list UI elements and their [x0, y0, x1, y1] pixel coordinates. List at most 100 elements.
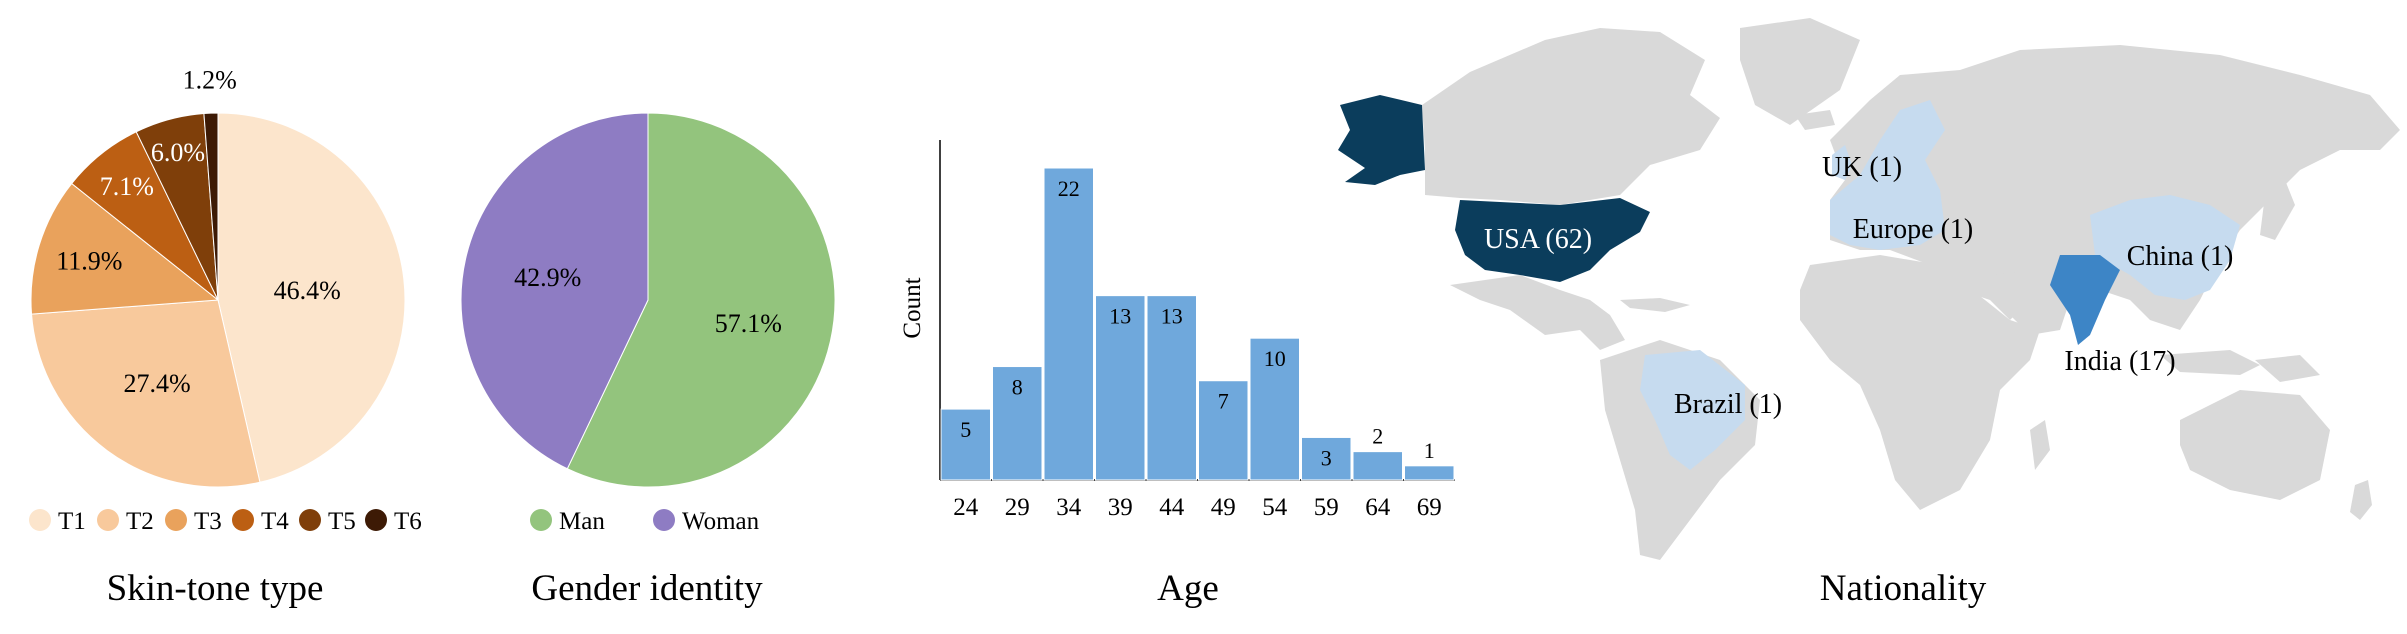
bar-49	[1198, 380, 1249, 481]
pie-label-t3: 11.9%	[56, 246, 122, 275]
new-zealand-region	[2350, 480, 2372, 520]
arabia-region	[1990, 270, 2070, 335]
brazil-label: Brazil (1)	[1674, 389, 1782, 420]
bar-54	[1249, 337, 1300, 481]
bar-29	[992, 366, 1043, 481]
x-tick-59: 59	[1314, 494, 1339, 521]
china-region	[2090, 195, 2240, 300]
europe-region	[1830, 100, 1945, 250]
legend-label-t6: T6	[394, 508, 422, 535]
legend-swatch-t6	[365, 509, 387, 531]
bar-69	[1404, 465, 1455, 481]
eurasia-region	[1830, 45, 2400, 330]
africa-region	[1800, 255, 2040, 510]
bar-64	[1352, 451, 1403, 481]
greenland-region	[1740, 18, 1860, 125]
bar-label-59: 3	[1321, 445, 1332, 470]
x-tick-64: 64	[1365, 494, 1391, 521]
indonesia-region	[2160, 350, 2260, 375]
x-tick-34: 34	[1056, 494, 1082, 521]
legend-swatch-t2	[97, 509, 119, 531]
skin-tone-pie-chart: 46.4% 27.4% 11.9% 7.1% 6.0% 1.2%	[30, 65, 406, 488]
nationality-title: Nationality	[1820, 568, 1987, 609]
x-tick-49: 49	[1211, 494, 1236, 521]
usa-label: USA (62)	[1484, 224, 1592, 255]
legend-label-t2: T2	[126, 508, 154, 535]
x-tick-54: 54	[1262, 494, 1288, 521]
papua-region	[2255, 355, 2320, 382]
caribbean-region	[1620, 298, 1690, 312]
pie-slice-t6	[203, 112, 219, 301]
bar-label-29: 8	[1012, 375, 1023, 400]
bar-label-24: 5	[960, 417, 971, 442]
pie-slice-woman	[460, 112, 649, 470]
gender-title: Gender identity	[531, 568, 763, 609]
nationality-map: USA (62) India (17) UK (1) Europe (1) Ch…	[1338, 18, 2400, 560]
brazil-region	[1640, 350, 1745, 470]
skin-tone-legend: T1 T2 T3 T4 T5 T6	[29, 508, 422, 535]
legend-swatch-t1	[29, 509, 51, 531]
canada-region	[1422, 28, 1720, 205]
x-tick-29: 29	[1005, 494, 1030, 521]
bar-label-49: 7	[1218, 389, 1229, 414]
usa-region	[1455, 198, 1650, 282]
uk-region	[1832, 145, 1852, 180]
world-landmass	[1422, 18, 2400, 560]
legend-label-woman: Woman	[682, 508, 760, 535]
pie-label-woman: 42.9%	[514, 263, 581, 292]
pie-label-t6: 1.2%	[183, 65, 237, 94]
gender-legend: Man Woman	[530, 508, 760, 535]
mexico-region	[1450, 275, 1625, 350]
usa-alaska-region	[1338, 95, 1425, 185]
bar-34	[1043, 167, 1094, 481]
legend-label-man: Man	[559, 508, 605, 535]
japan-region	[2260, 180, 2295, 240]
pie-slice-t3	[30, 182, 220, 315]
iceland-region	[1795, 110, 1835, 130]
legend-swatch-t4	[232, 509, 254, 531]
pie-label-t1: 46.4%	[274, 276, 341, 305]
y-axis-label: Count	[899, 277, 926, 338]
legend-label-t5: T5	[328, 508, 356, 535]
bar-24	[940, 408, 991, 481]
x-tick-39: 39	[1108, 494, 1133, 521]
legend-swatch-woman	[653, 509, 675, 531]
europe-label: Europe (1)	[1853, 214, 1974, 245]
pie-label-man: 57.1%	[715, 309, 782, 338]
bar-44	[1146, 295, 1197, 481]
bar-label-69: 1	[1424, 438, 1435, 463]
x-tick-69: 69	[1417, 494, 1442, 521]
madagascar-region	[2030, 420, 2050, 470]
legend-swatch-t5	[299, 509, 321, 531]
legend-label-t3: T3	[194, 508, 222, 535]
china-label: China (1)	[2127, 241, 2234, 272]
gender-pie-chart: 57.1% 42.9%	[460, 112, 836, 488]
x-tick-24: 24	[953, 494, 979, 521]
pie-label-t5: 6.0%	[151, 138, 205, 167]
legend-label-t1: T1	[58, 508, 86, 535]
legend-swatch-man	[530, 509, 552, 531]
pie-label-t4: 7.1%	[100, 172, 154, 201]
india-label: India (17)	[2064, 346, 2175, 377]
bar-label-39: 13	[1109, 304, 1131, 329]
bar-59	[1301, 436, 1352, 481]
age-bar-chart: Count 5 24 8 29 22 34 13 39 13 44 7 49 10 54 3 59 2 64 1 69	[899, 140, 1455, 521]
pie-label-t2: 27.4%	[123, 369, 190, 398]
bar-label-34: 22	[1058, 176, 1080, 201]
legend-label-t4: T4	[261, 508, 289, 535]
india-region	[2050, 255, 2120, 345]
x-tick-44: 44	[1159, 494, 1185, 521]
bar-39	[1095, 295, 1146, 481]
legend-swatch-t3	[165, 509, 187, 531]
pie-slice-t2	[30, 299, 261, 488]
pie-slice-man	[566, 112, 836, 488]
bar-label-54: 10	[1264, 346, 1286, 371]
bar-label-64: 2	[1372, 424, 1383, 449]
australia-region	[2180, 390, 2330, 500]
pie-slice-t1	[217, 112, 406, 483]
skin-tone-title: Skin-tone type	[107, 568, 324, 609]
bar-label-44: 13	[1161, 304, 1183, 329]
age-title: Age	[1157, 568, 1219, 609]
